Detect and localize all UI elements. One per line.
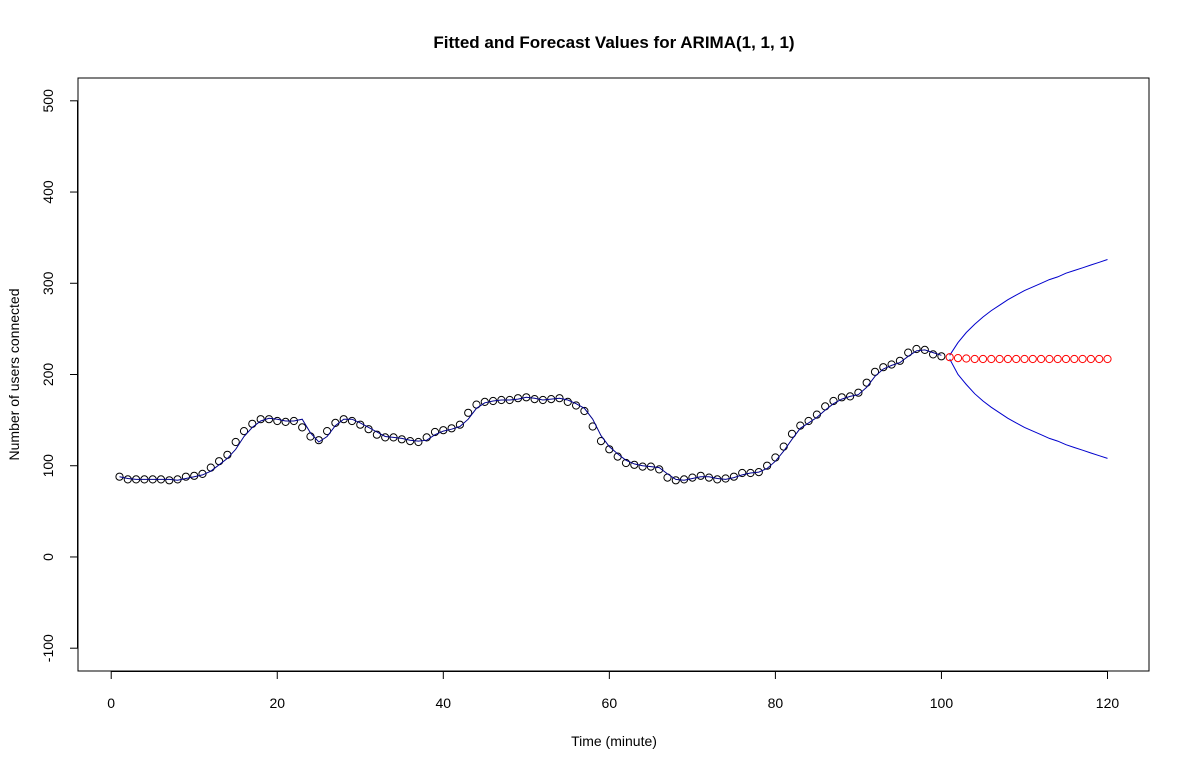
plot-frame (77, 77, 1150, 672)
y-axis: -100 0 100 200 300 400 500 (40, 89, 78, 662)
observed-point (223, 450, 232, 459)
x-tick-label: 100 (930, 695, 954, 711)
fitted-line (119, 349, 942, 481)
observed-point (414, 437, 423, 447)
observed-point (638, 462, 647, 471)
observed-point (738, 468, 747, 478)
forecast-point (995, 354, 1004, 364)
forecast-point (970, 354, 979, 364)
forecast-point (1053, 354, 1062, 364)
observed-point (837, 393, 846, 402)
forecast-point (945, 353, 954, 362)
forecast-point (978, 354, 988, 364)
forecast-point (1103, 354, 1112, 364)
observed-point (256, 415, 265, 424)
y-tick-label: 500 (40, 89, 56, 113)
forecast-point (1086, 354, 1096, 364)
observed-point (239, 427, 249, 436)
observed-point (937, 352, 946, 361)
upper-bound-line (949, 259, 1108, 356)
observed-point (430, 427, 440, 437)
forecast-point (1028, 354, 1037, 364)
observed-point (870, 367, 880, 376)
forecast-point (1070, 354, 1079, 364)
observed-point (372, 430, 381, 439)
observed-point (779, 442, 788, 451)
observed-point (306, 432, 315, 441)
plot-area (115, 259, 1112, 485)
observed-point (248, 419, 257, 428)
x-tick-label: 0 (107, 695, 115, 711)
y-axis-label: Number of users connected (6, 289, 22, 461)
observed-point (580, 406, 589, 416)
observed-point (929, 350, 938, 359)
y-tick-label: 100 (40, 454, 56, 478)
observed-point (671, 476, 680, 485)
x-tick-label: 80 (768, 695, 784, 711)
observed-point (696, 471, 705, 480)
observed-point (215, 457, 224, 466)
observed-point (181, 472, 190, 481)
observed-point (912, 344, 921, 354)
forecast-point (962, 354, 971, 363)
observed-point (655, 465, 664, 474)
y-tick-label: 300 (40, 271, 56, 295)
observed-point (381, 433, 390, 442)
x-tick-label: 40 (436, 695, 452, 711)
observed-point (455, 420, 464, 429)
forecast-point (1003, 354, 1013, 364)
y-tick-label: 200 (40, 363, 56, 387)
observed-point (298, 423, 307, 432)
forecast-point (1061, 354, 1071, 364)
observed-point (895, 356, 905, 365)
observed-point (165, 476, 174, 485)
observed-point (123, 475, 132, 484)
observed-point (231, 437, 240, 447)
y-tick-label: 400 (40, 180, 56, 204)
observed-point (621, 458, 631, 468)
observed-point (846, 392, 855, 401)
observed-point (206, 463, 215, 472)
observed-point (862, 378, 871, 387)
observed-point (464, 408, 473, 417)
observed-point (713, 475, 722, 484)
observed-point (198, 469, 207, 478)
forecast-point (1095, 354, 1104, 364)
x-tick-label: 20 (269, 695, 285, 711)
observed-point (115, 472, 124, 481)
observed-point (347, 416, 357, 426)
forecast-point (1020, 354, 1029, 364)
forecast-point (1037, 354, 1046, 364)
forecast-point (987, 354, 996, 364)
observed-point (281, 417, 290, 426)
observed-point (273, 416, 282, 426)
x-axis-label: Time (minute) (571, 733, 657, 749)
forecast-point (1012, 354, 1021, 364)
observed-point (879, 363, 888, 372)
observed-point (821, 402, 830, 411)
x-tick-label: 60 (602, 695, 618, 711)
chart-title: Fitted and Forecast Values for ARIMA(1, … (433, 33, 794, 52)
forecast-point (1078, 354, 1087, 364)
observed-point (406, 437, 415, 446)
lower-bound-line (949, 358, 1108, 459)
y-tick-label: 0 (40, 553, 56, 561)
x-tick-label: 120 (1096, 695, 1120, 711)
observed-point (829, 396, 838, 406)
forecast-point (953, 354, 963, 363)
forecast-point (1045, 354, 1054, 364)
observed-point (854, 388, 863, 397)
x-axis: 0 20 40 60 80 100 120 (107, 671, 1119, 711)
y-tick-label: -100 (40, 634, 56, 662)
